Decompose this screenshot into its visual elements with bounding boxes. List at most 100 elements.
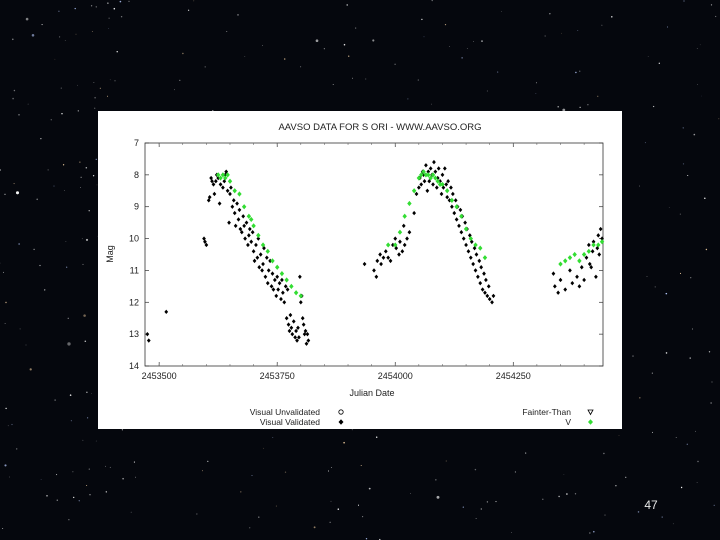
- data-point-visual-validated: [262, 245, 266, 251]
- data-point-v: [225, 172, 230, 178]
- star: [718, 118, 720, 120]
- data-point-v: [274, 264, 280, 270]
- star: [182, 52, 184, 55]
- star: [39, 264, 41, 267]
- star: [82, 439, 84, 441]
- data-point-visual-validated: [447, 198, 452, 203]
- star: [64, 39, 66, 41]
- star: [501, 11, 502, 12]
- star: [67, 317, 69, 319]
- star: [704, 197, 706, 200]
- star: [668, 207, 670, 208]
- data-point-visual-validated: [426, 169, 431, 174]
- data-point-visual-validated: [272, 277, 277, 283]
- star: [687, 174, 689, 177]
- star: [46, 495, 48, 497]
- star: [466, 48, 468, 49]
- star: [53, 185, 55, 187]
- data-point-visual-validated: [552, 284, 557, 289]
- data-point-v: [241, 204, 247, 210]
- data-point-visual-validated: [298, 274, 302, 279]
- star: [207, 460, 209, 463]
- data-point-visual-validated: [270, 271, 275, 276]
- data-point-visual-validated: [414, 191, 419, 197]
- x-tick-label: 2453500: [142, 371, 177, 381]
- star: [16, 448, 18, 450]
- data-point-visual-validated: [289, 325, 294, 330]
- data-point-v: [232, 188, 237, 194]
- data-point-visual-validated: [230, 204, 235, 209]
- star: [558, 495, 560, 498]
- star: [708, 351, 711, 353]
- star: [435, 479, 437, 481]
- star: [59, 36, 61, 38]
- data-point-visual-validated: [247, 226, 252, 232]
- star: [661, 516, 663, 518]
- star: [0, 169, 1, 171]
- star: [348, 55, 350, 57]
- star: [13, 183, 15, 185]
- star: [462, 506, 464, 508]
- data-point-visual-validated: [287, 328, 292, 334]
- data-point-visual-validated: [146, 338, 151, 343]
- data-point-visual-validated: [275, 274, 280, 279]
- star: [495, 501, 497, 503]
- data-point-visual-validated: [416, 185, 421, 190]
- data-point-visual-validated: [217, 201, 222, 206]
- data-point-visual-validated: [471, 261, 476, 267]
- data-point-visual-validated: [591, 239, 596, 244]
- data-point-visual-validated: [597, 252, 602, 257]
- legend-marker-visual-validated: [338, 419, 344, 425]
- data-point-visual-validated: [256, 236, 261, 241]
- data-point-visual-validated: [204, 242, 209, 248]
- data-point-v: [430, 172, 436, 178]
- star: [351, 429, 353, 431]
- star: [343, 441, 345, 444]
- data-point-visual-validated: [237, 207, 242, 213]
- data-point-visual-validated: [257, 265, 262, 270]
- data-point-visual-validated: [274, 293, 279, 299]
- data-point-visual-validated: [398, 239, 402, 244]
- data-point-visual-validated: [291, 319, 296, 324]
- data-point-visual-validated: [271, 287, 276, 292]
- data-point-visual-validated: [440, 172, 445, 178]
- star: [240, 491, 242, 493]
- data-point-visual-validated: [244, 220, 249, 225]
- legend-label-v: V: [565, 417, 571, 427]
- data-point-visual-validated: [279, 296, 283, 302]
- data-point-visual-validated: [419, 182, 424, 187]
- data-point-v: [572, 251, 577, 258]
- x-tick-label: 2454250: [496, 371, 531, 381]
- data-point-visual-validated: [300, 316, 305, 321]
- star: [486, 501, 489, 503]
- star: [54, 58, 56, 60]
- star: [611, 16, 613, 18]
- data-point-visual-validated: [212, 191, 217, 197]
- star: [705, 248, 708, 251]
- star: [36, 198, 38, 201]
- data-point-v: [468, 235, 474, 242]
- data-point-visual-validated: [386, 255, 391, 260]
- data-point-v: [218, 175, 223, 181]
- data-point-visual-validated: [266, 268, 271, 273]
- star: [4, 323, 6, 324]
- star: [327, 470, 330, 472]
- star: [67, 342, 71, 346]
- data-point-v: [449, 197, 455, 203]
- data-point-visual-validated: [468, 255, 473, 260]
- data-point-v: [435, 178, 440, 184]
- light-curve-chart: AAVSO DATA FOR S ORI - WWW.AAVSO.ORG 7 8 9…: [98, 111, 622, 429]
- data-point-visual-validated: [210, 179, 214, 184]
- data-point-v: [293, 290, 299, 296]
- star: [74, 7, 76, 10]
- star: [651, 431, 654, 433]
- star: [244, 56, 246, 57]
- star: [58, 10, 60, 13]
- star: [639, 185, 641, 187]
- data-point-visual-validated: [487, 296, 492, 302]
- star: [88, 468, 90, 470]
- star: [362, 516, 364, 518]
- y-tick-label: 14: [129, 361, 139, 371]
- star: [632, 355, 634, 357]
- star: [107, 2, 109, 4]
